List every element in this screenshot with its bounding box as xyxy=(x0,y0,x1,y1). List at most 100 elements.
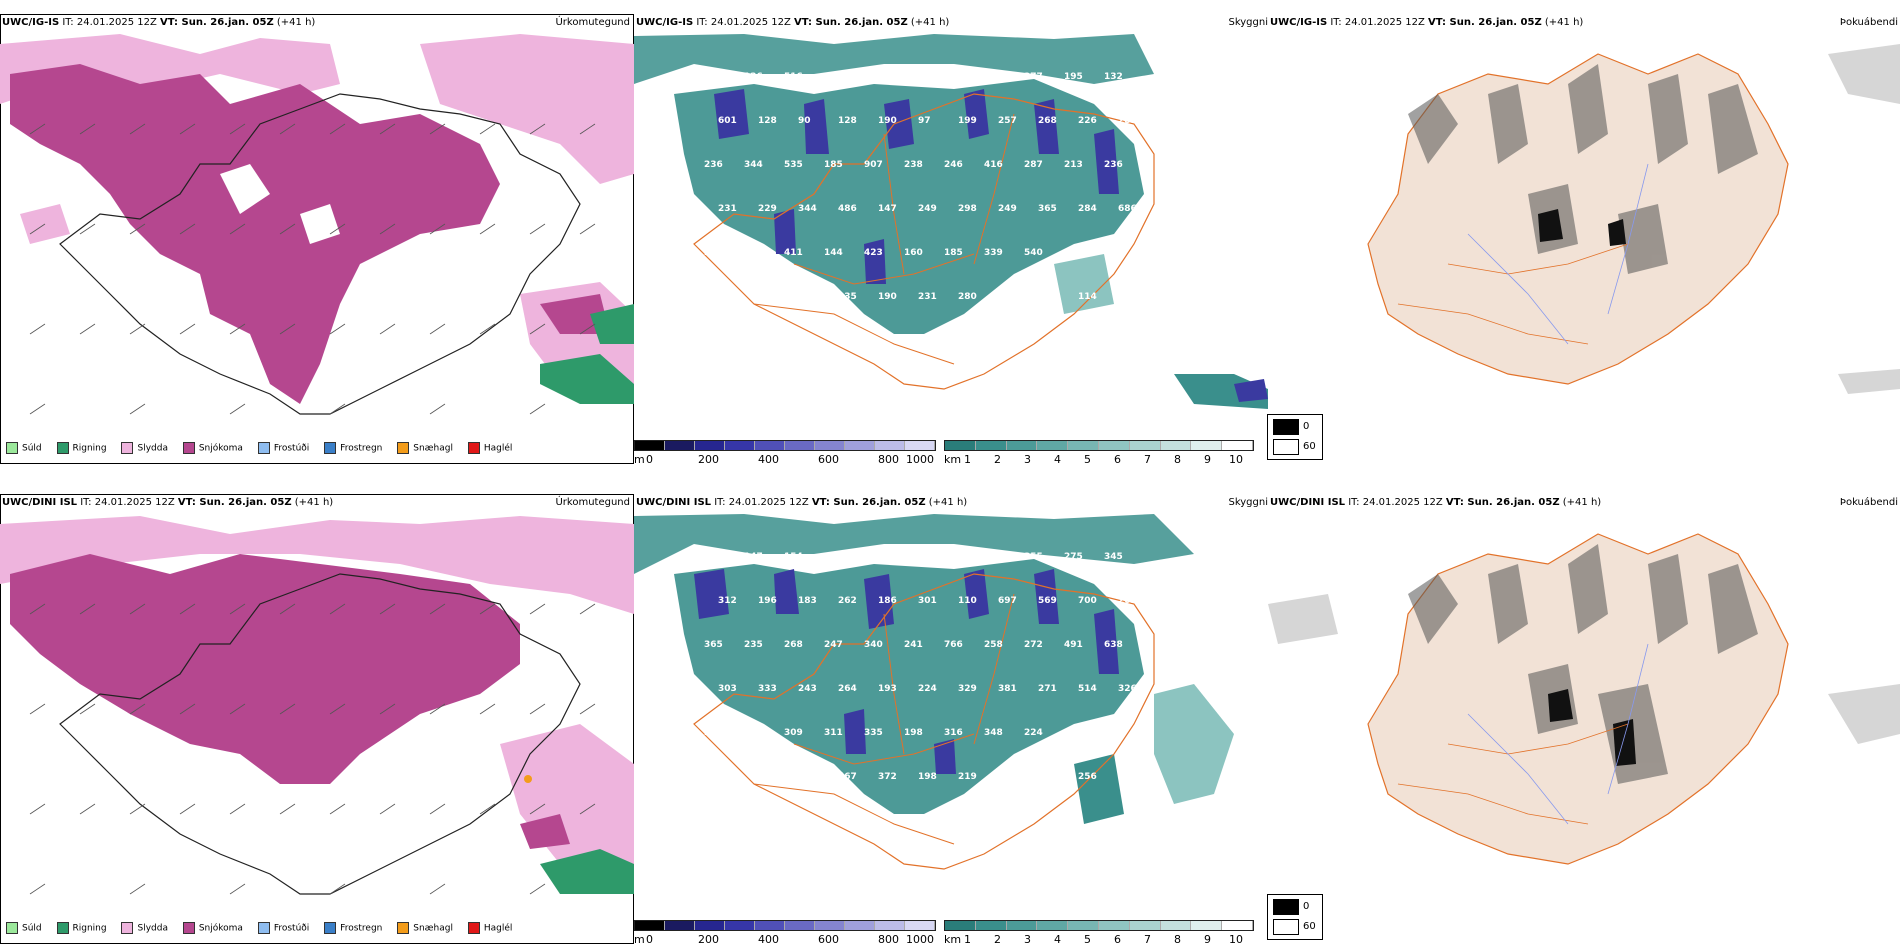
precip-map xyxy=(0,516,634,895)
elevation-label: 231 xyxy=(718,204,737,214)
legend-item-hail: Haglél xyxy=(467,922,512,934)
elevation-label: 329 xyxy=(958,684,977,694)
elevation-label: 195 xyxy=(1064,72,1083,82)
elevation-label: 190 xyxy=(878,116,897,126)
elevation-label: 540 xyxy=(1024,248,1043,258)
elevation-label: 186 xyxy=(878,596,897,606)
elevation-label: 197 xyxy=(704,552,723,562)
elevation-label: 203 xyxy=(1118,596,1137,606)
panel-field-name: Skyggni xyxy=(1228,497,1268,508)
elevation-label: 514 xyxy=(1078,684,1097,694)
visibility-map: 170 126 516 132 112 341 335 202 277 195 132 601 128 9… xyxy=(634,34,1268,409)
elevation-label: 277 xyxy=(1024,72,1043,82)
elevation-label: 90 xyxy=(798,116,811,126)
panel-field-name: Þokuábendi xyxy=(1839,497,1898,508)
elevation-label: 340 xyxy=(864,640,883,650)
elevation-label: 199 xyxy=(958,116,977,126)
fog-index-map xyxy=(1268,533,1900,865)
elevation-label: 416 xyxy=(984,160,1003,170)
elevation-label: 128 xyxy=(758,116,777,126)
elevation-label: 264 xyxy=(838,684,857,694)
elevation-label: 226 xyxy=(1078,116,1097,126)
elevation-label: 112 xyxy=(704,816,723,826)
visibility-colorbar: km 1 2 3 4 5 6 7 8 9 10 xyxy=(944,440,1264,464)
fog-legend: 0 60 xyxy=(1267,414,1323,460)
elevation-label: 504 xyxy=(758,772,777,782)
elevation-label: 287 xyxy=(1024,160,1043,170)
elevation-label: 345 xyxy=(1104,552,1123,562)
elevation-label: 281 xyxy=(1118,116,1137,126)
elevation-label: 257 xyxy=(998,116,1017,126)
elevation-label: 348 xyxy=(984,728,1003,738)
panel-field-name: Úrkomutegund xyxy=(555,17,630,28)
elevation-label: 112 xyxy=(864,72,883,82)
elevation-label: 411 xyxy=(784,248,803,258)
elevation-label: 700 xyxy=(1078,596,1097,606)
elevation-label: 272 xyxy=(1024,640,1043,650)
elevation-label: 246 xyxy=(944,160,963,170)
elevation-label: 198 xyxy=(1104,728,1123,738)
elevation-label: 316 xyxy=(944,728,963,738)
elevation-label: 236 xyxy=(1104,160,1123,170)
elevation-label: 365 xyxy=(704,640,723,650)
elevation-label: 224 xyxy=(1024,728,1043,738)
vis-unit: km xyxy=(944,933,962,944)
elevation-label: 326 xyxy=(1118,684,1137,694)
legend-item-snow-pellets: Snæhagl xyxy=(397,922,453,934)
elevation-label: 132 xyxy=(1104,72,1123,82)
top-fog-panel: UWC/IG-IS IT: 24.01.2025 12Z VT: Sun. 26… xyxy=(1268,14,1900,464)
elevation-label: 262 xyxy=(838,596,857,606)
legend-item-snow-pellets: Snæhagl xyxy=(397,442,453,454)
elevation-label: 268 xyxy=(784,640,803,650)
elevation-label: 249 xyxy=(998,204,1017,214)
legend-item-frozen-drizzle: Frostúði xyxy=(257,442,309,454)
elevation-label: 183 xyxy=(798,596,817,606)
legend-item-drizzle: Súld xyxy=(6,442,42,454)
elevation-colorbar: m 0 200 400 600 800 1000 xyxy=(634,440,944,464)
elevation-label: 271 xyxy=(1038,684,1057,694)
elevation-label: 211 xyxy=(904,552,923,562)
elevation-label: 229 xyxy=(758,204,777,214)
elev-unit: m xyxy=(634,933,645,944)
elevation-label: 333 xyxy=(758,684,777,694)
elevation-label: 569 xyxy=(1038,596,1057,606)
panel-field-name: Skyggni xyxy=(1228,17,1268,28)
elevation-label: 355 xyxy=(1024,552,1043,562)
elevation-label: 236 xyxy=(704,728,723,738)
elevation-label: 198 xyxy=(904,728,923,738)
elevation-label: 638 xyxy=(1104,640,1123,650)
elevation-label: 467 xyxy=(838,772,857,782)
elevation-label: 238 xyxy=(904,160,923,170)
bottom-elevation-labels: 197 147 154 198 218 211 324 193 355 275 345 312 196 1… xyxy=(704,552,1137,826)
elevation-label: 147 xyxy=(744,552,763,562)
elevation-label: 110 xyxy=(958,596,977,606)
elevation-label: 301 xyxy=(798,772,817,782)
elev-unit: m xyxy=(634,453,645,464)
precip-legend: Súld Rigning Slydda Snjókoma Frostúði Fr… xyxy=(6,442,524,454)
elevation-label: 423 xyxy=(864,248,883,258)
visibility-colorbar: km 1 2 3 4 5 6 7 8 9 10 xyxy=(944,920,1264,944)
legend-item-sleet: Slydda xyxy=(121,442,168,454)
legend-item-snow: Snjókoma xyxy=(182,922,243,934)
legend-item-snow: Snjókoma xyxy=(182,442,243,454)
elevation-label: 311 xyxy=(824,728,843,738)
elevation-label: 198 xyxy=(824,552,843,562)
elevation-label: 225 xyxy=(744,728,763,738)
elevation-label: 907 xyxy=(864,160,883,170)
elevation-label: 298 xyxy=(958,204,977,214)
visibility-map: 197 147 154 198 218 211 324 193 355 275 345 312 196 1… xyxy=(634,514,1234,870)
top-precip-panel: UWC/IG-IS IT: 24.01.2025 12Z VT: Sun. 26… xyxy=(0,14,634,464)
panel-field-name: Þokuábendi xyxy=(1839,17,1898,28)
elevation-label: 103 xyxy=(1118,292,1137,302)
elevation-label: 247 xyxy=(824,640,843,650)
elevation-label: 241 xyxy=(718,292,737,302)
elevation-label: 303 xyxy=(718,684,737,694)
elevation-label: 312 xyxy=(718,596,737,606)
elevation-label: 243 xyxy=(798,684,817,694)
elevation-label: 121 xyxy=(744,816,763,826)
elevation-label: 341 xyxy=(904,72,923,82)
elevation-label: 135 xyxy=(838,292,857,302)
elevation-label: 309 xyxy=(784,728,803,738)
legend-item-frozen-drizzle: Frostúði xyxy=(257,922,309,934)
precip-legend: Súld Rigning Slydda Snjókoma Frostúði Fr… xyxy=(6,922,524,934)
